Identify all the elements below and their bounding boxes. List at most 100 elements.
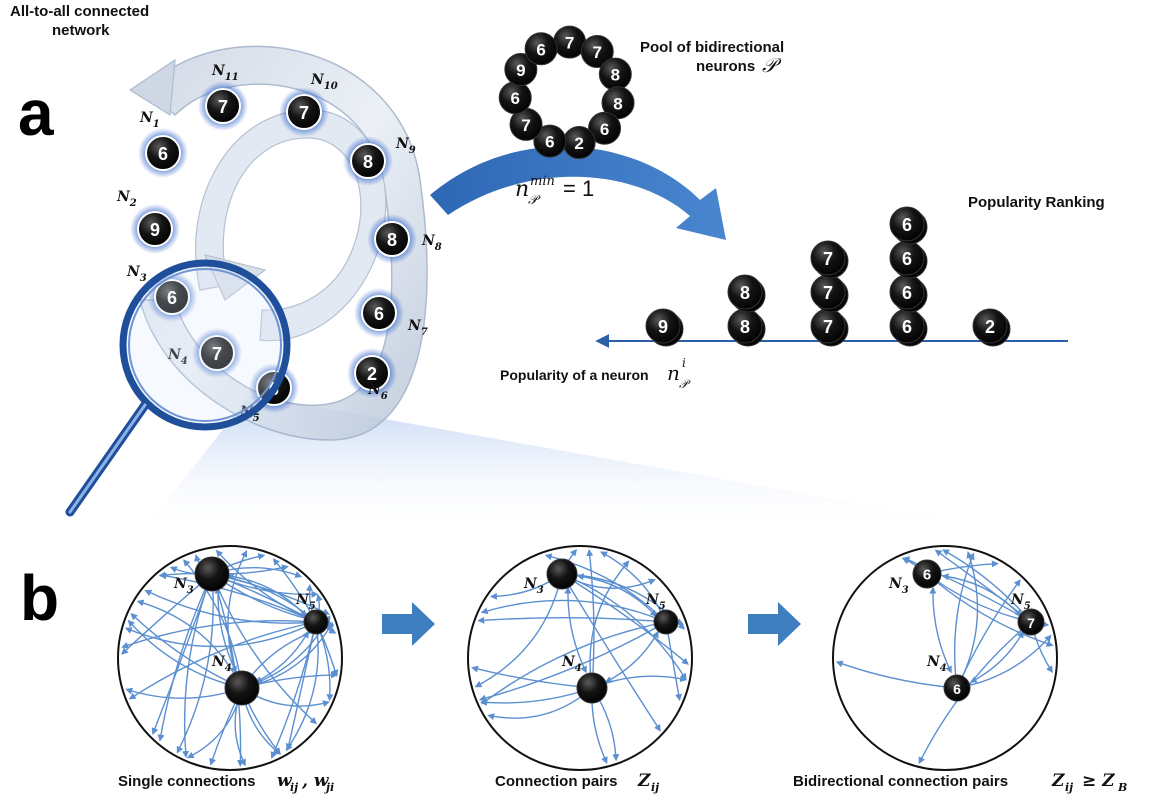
circle-1-label-n3: N3	[173, 576, 194, 596]
rank-neuron-0-0-body	[645, 308, 681, 344]
circle-3-node-n4-body	[943, 674, 971, 702]
pool-title-line2: neurons	[696, 58, 755, 75]
flow-arrow	[430, 146, 726, 240]
rank-neuron-1-0-value: 8	[740, 317, 750, 337]
rank-neuron-2-2: 7	[810, 240, 846, 276]
neuron-n2: 9	[130, 204, 180, 254]
edge-n4-n5	[254, 630, 309, 683]
pool-neuron-9-value: 9	[516, 61, 525, 80]
ranking-title: Popularity Ranking	[968, 194, 1105, 211]
magnifier-icon	[65, 259, 291, 517]
pool-symbol: 𝒫	[762, 53, 782, 77]
rank-neuron-3-0: 6	[889, 308, 925, 344]
neuron-label-n7: N7	[407, 318, 428, 338]
neuron-label-n11: N11	[211, 63, 239, 83]
neuron-n2-value: 9	[150, 220, 160, 240]
neuron-n9-value: 8	[363, 152, 373, 172]
caption-2-z: Z	[637, 771, 651, 791]
neuron-label-n1: N1	[139, 110, 160, 130]
circle-2-node-n4-body	[576, 672, 608, 704]
pool-neuron-7-value: 7	[521, 116, 530, 135]
circle-1-label-n5: N5	[295, 592, 316, 612]
neuron-n1: 6	[138, 128, 188, 178]
pool-neuron-9-body	[504, 53, 538, 87]
circle-3-label-n5: N5	[1010, 592, 1031, 612]
neuron-label-n11-sub: 11	[225, 72, 239, 83]
rank-neuron-2-1-value: 7	[823, 283, 833, 303]
rank-neuron-2-1: 7	[810, 274, 846, 310]
circle-2-node-n4	[576, 672, 608, 704]
neuron-label-n3-sub: 3	[140, 273, 147, 284]
circle-3-node-n3: 6	[912, 559, 942, 589]
circle-3-node-n3-value: 6	[923, 567, 931, 584]
circle-3-label-n3-sub: 3	[902, 585, 909, 596]
neuron-n8: 8	[367, 214, 417, 264]
circle-1-label-n4-main: N	[211, 654, 226, 670]
pool-neuron-10-value: 6	[536, 40, 545, 59]
network-title-line1: All-to-all connected	[10, 3, 149, 20]
pool-neuron-9: 9	[504, 53, 538, 87]
neuron-n3-value: 6	[167, 288, 177, 308]
circle-2-node-n3	[546, 558, 578, 590]
pool-neuron-10-body	[524, 32, 558, 66]
neuron-n10: 7	[279, 87, 329, 137]
neuron-label-n6-sub: 6	[381, 391, 388, 402]
circle-1-label-n4-sub: 4	[225, 663, 232, 674]
rank-neuron-3-2-value: 6	[902, 249, 912, 269]
circle-3-node-n3-body	[912, 559, 942, 589]
caption-2-sub: ij	[651, 781, 659, 794]
neuron-label-n2-sub: 2	[129, 198, 137, 209]
caption-3-rel: ≥ Z	[1082, 771, 1115, 791]
edge-node0-6	[157, 573, 213, 742]
panel-b-letter: b	[20, 562, 59, 634]
circle-1-node-n5	[303, 609, 329, 635]
pool-neuron-3-value: 8	[613, 94, 622, 113]
neuron-label-n2: N2	[116, 189, 137, 209]
pool-neuron-4-value: 6	[600, 120, 609, 139]
rank-neuron-0-0: 9	[645, 308, 681, 344]
nmin-rhs: = 1	[563, 176, 594, 201]
neuron-label-n9-main: N	[395, 136, 410, 152]
edge-node2-1	[124, 621, 317, 648]
neuron-label-n8: N8	[421, 233, 442, 253]
pool-neuron-5: 2	[562, 126, 596, 160]
nmin-sup: min	[530, 174, 555, 189]
edge-node2-8	[158, 571, 317, 623]
circle-1-label-n3-main: N	[173, 576, 188, 592]
rank-neuron-1-1: 8	[727, 274, 763, 310]
circle-1-node-n3	[194, 556, 230, 592]
neuron-label-n7-sub: 7	[421, 327, 428, 338]
neuron-n6-value: 2	[367, 364, 377, 384]
rank-neuron-2-0-value: 7	[823, 317, 833, 337]
caption-1-text: Single connections	[118, 773, 256, 790]
neuron-label-n10-sub: 10	[324, 81, 338, 92]
neuron-n11-value: 7	[218, 97, 228, 117]
neuron-n8-value: 8	[387, 230, 397, 250]
neuron-n9: 8	[343, 136, 393, 186]
rank-neuron-3-3-body	[889, 206, 925, 242]
circle-1-node-n4	[224, 670, 260, 706]
neuron-label-n11-main: N	[211, 63, 226, 79]
caption-1: Single connections w ij , w ji	[118, 771, 334, 794]
step-arrow-2	[748, 602, 801, 646]
neuron-label-n3: N3	[126, 264, 147, 284]
edge-node2-13	[285, 621, 319, 752]
nmin-symbol: n	[515, 177, 529, 202]
rank-neuron-3-3: 6	[889, 206, 925, 242]
neuron-n7: 6	[354, 288, 404, 338]
rank-neuron-3-2: 6	[889, 240, 925, 276]
pool-neuron-5-value: 2	[574, 134, 583, 153]
circle-3-label-n3-main: N	[888, 576, 903, 592]
rank-neuron-1-1-value: 8	[740, 283, 750, 303]
circle-1-node-n3-body	[194, 556, 230, 592]
rank-neuron-3-1: 6	[889, 274, 925, 310]
caption-3-text: Bidirectional connection pairs	[793, 773, 1008, 790]
neuron-label-n7-main: N	[407, 318, 422, 334]
network-title-line2: network	[52, 22, 110, 39]
neuron-n11-body	[205, 88, 241, 124]
circle-3-node-n4: 6	[943, 674, 971, 702]
neuron-n9-body	[350, 143, 386, 179]
